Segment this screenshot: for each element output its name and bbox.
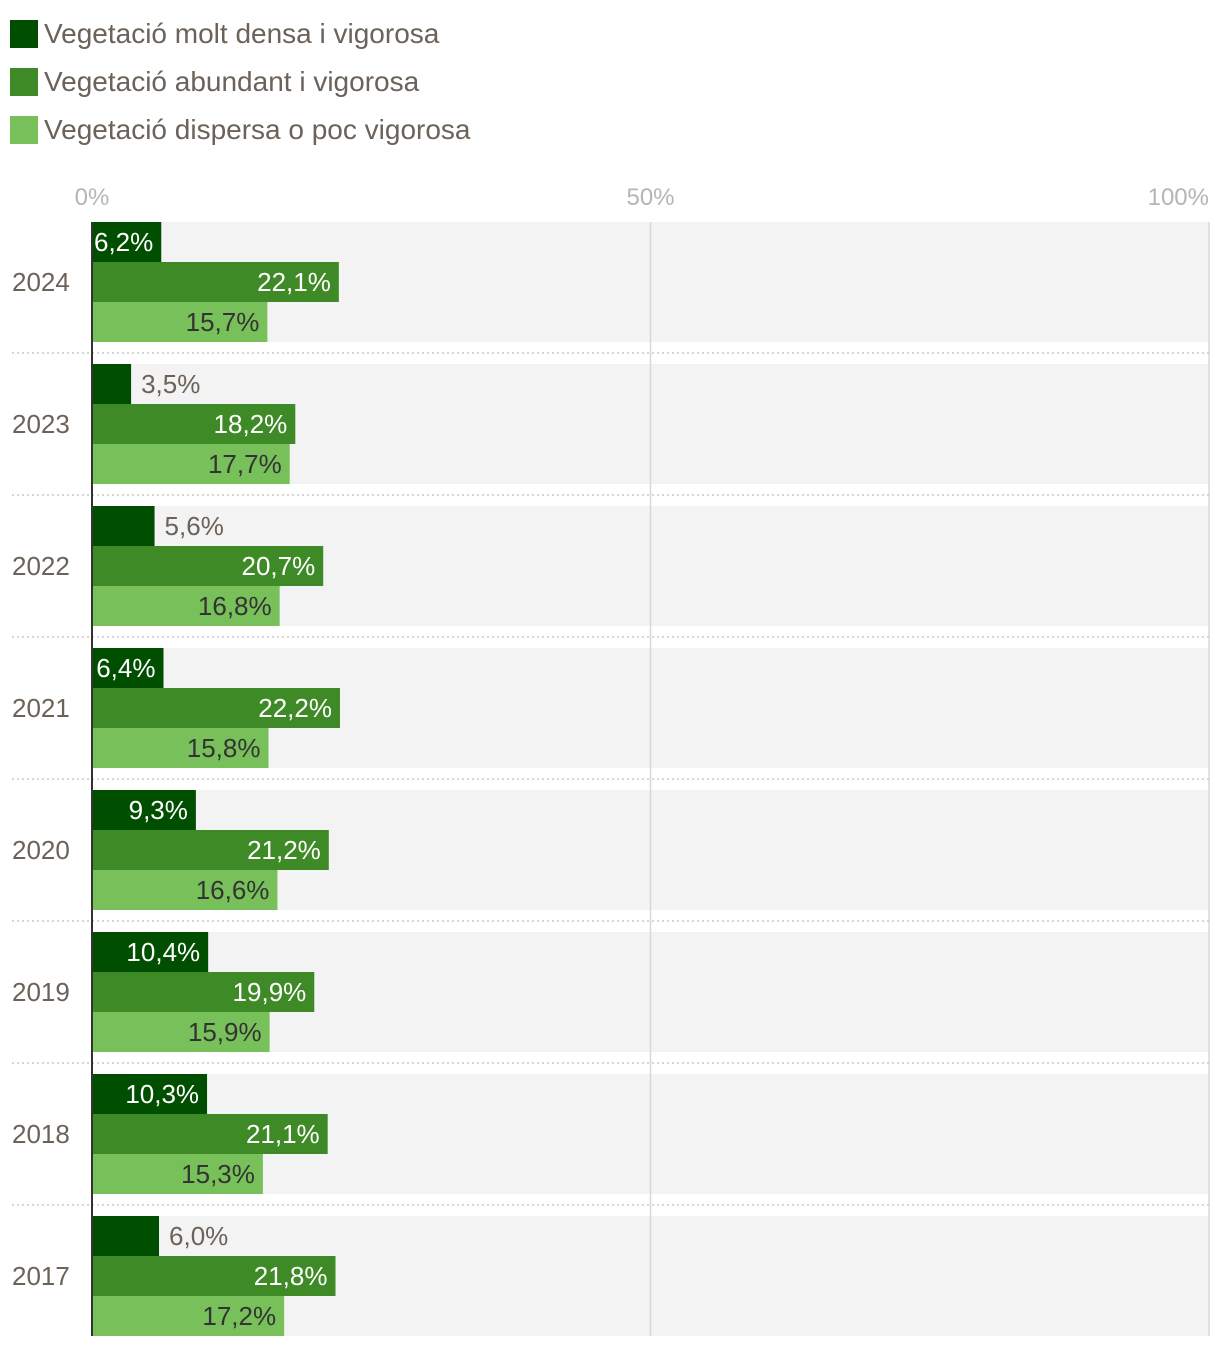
bar <box>92 262 339 302</box>
data-label: 10,4% <box>126 937 200 967</box>
data-label: 21,1% <box>246 1119 320 1149</box>
data-label: 16,6% <box>196 875 270 905</box>
bar <box>92 932 209 972</box>
data-label: 6,2% <box>94 227 153 257</box>
legend-item-abundant: Vegetació abundant i vigorosa <box>10 58 471 106</box>
data-label: 18,2% <box>214 409 288 439</box>
data-label: 9,3% <box>129 795 188 825</box>
bar <box>92 870 278 910</box>
category-label: 2018 <box>12 1119 70 1149</box>
data-label: 10,3% <box>125 1079 199 1109</box>
legend: Vegetació molt densa i vigorosa Vegetaci… <box>10 10 471 154</box>
category-label: 2020 <box>12 835 70 865</box>
legend-label-dense: Vegetació molt densa i vigorosa <box>44 18 440 49</box>
legend-item-dense: Vegetació molt densa i vigorosa <box>10 10 471 58</box>
data-label: 16,8% <box>198 591 272 621</box>
data-label: 3,5% <box>141 369 200 399</box>
bar <box>92 972 315 1012</box>
bar <box>92 1012 270 1052</box>
bar <box>92 728 269 768</box>
data-label: 5,6% <box>165 511 224 541</box>
category-label: 2024 <box>12 267 70 297</box>
data-label: 22,2% <box>258 693 332 723</box>
bar <box>92 648 164 688</box>
category-label: 2022 <box>12 551 70 581</box>
bar <box>92 830 329 870</box>
data-label: 21,8% <box>254 1261 328 1291</box>
legend-item-sparse: Vegetació dispersa o poc vigorosa <box>10 106 471 154</box>
bar <box>92 364 132 404</box>
data-label: 17,2% <box>202 1301 276 1331</box>
legend-swatch-dense <box>10 20 38 48</box>
data-label: 20,7% <box>241 551 315 581</box>
bar <box>92 302 268 342</box>
data-label: 15,3% <box>181 1159 255 1189</box>
category-label: 2017 <box>12 1261 70 1291</box>
bar <box>92 1074 208 1114</box>
data-label: 19,9% <box>233 977 307 1007</box>
bar <box>92 222 162 262</box>
legend-swatch-abundant <box>10 68 38 96</box>
bar <box>92 1114 328 1154</box>
bar <box>92 1216 160 1256</box>
legend-label-sparse: Vegetació dispersa o poc vigorosa <box>44 114 471 145</box>
category-label: 2023 <box>12 409 70 439</box>
data-label: 17,7% <box>208 449 282 479</box>
bar <box>92 688 340 728</box>
x-tick-label: 50% <box>626 184 674 211</box>
data-label: 22,1% <box>257 267 331 297</box>
bar <box>92 1256 336 1296</box>
x-tick-label: 0% <box>75 184 110 211</box>
bar <box>92 404 296 444</box>
bar <box>92 546 324 586</box>
data-label: 15,9% <box>188 1017 262 1047</box>
category-label: 2021 <box>12 693 70 723</box>
data-label: 15,8% <box>187 733 261 763</box>
category-label: 2019 <box>12 977 70 1007</box>
data-label: 15,7% <box>186 307 260 337</box>
data-label: 6,0% <box>169 1221 228 1251</box>
x-tick-label: 100% <box>1148 184 1209 211</box>
data-label: 21,2% <box>247 835 321 865</box>
data-label: 6,4% <box>96 653 155 683</box>
bar <box>92 1296 285 1336</box>
legend-label-abundant: Vegetació abundant i vigorosa <box>44 66 420 97</box>
bar <box>92 790 196 830</box>
legend-swatch-sparse <box>10 116 38 144</box>
bar <box>92 586 280 626</box>
bar <box>92 1154 263 1194</box>
bar <box>92 506 155 546</box>
bar <box>92 444 290 484</box>
